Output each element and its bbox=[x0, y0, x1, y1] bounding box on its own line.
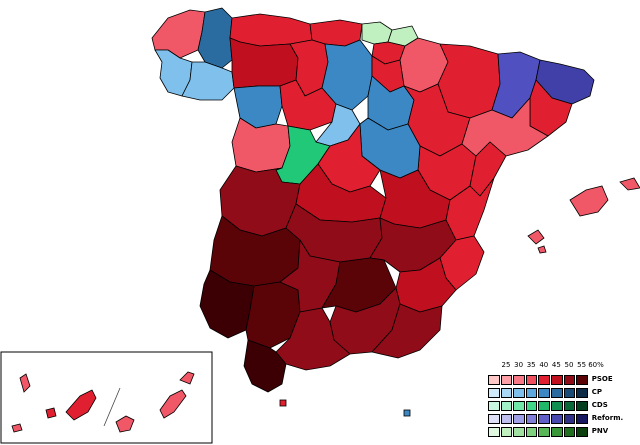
province-vizcaya bbox=[361, 21, 393, 45]
legend-swatch bbox=[550, 413, 563, 424]
scale-label: 35 bbox=[526, 361, 536, 369]
legend-swatch bbox=[550, 400, 563, 411]
legend-swatch bbox=[525, 400, 538, 411]
legend-swatch bbox=[488, 413, 500, 424]
scale-label: 30 bbox=[514, 361, 524, 369]
legend-swatch bbox=[538, 387, 550, 398]
legend-row: PNV bbox=[488, 426, 608, 437]
legend-swatch bbox=[576, 413, 588, 424]
legend-swatch bbox=[576, 426, 588, 437]
legend-swatch bbox=[500, 387, 513, 398]
legend-swatch bbox=[488, 387, 500, 398]
island-formentera bbox=[537, 245, 547, 254]
province-leon bbox=[229, 37, 299, 89]
province-cadiz bbox=[243, 339, 287, 393]
legend-party-label: CDS bbox=[591, 401, 608, 409]
scale-label: 50 bbox=[564, 361, 574, 369]
island-lanzarote bbox=[179, 371, 195, 385]
legend-swatch bbox=[500, 374, 513, 385]
legend-party-label: PNV bbox=[591, 427, 609, 435]
legend-row: Reform. bbox=[488, 413, 623, 424]
legend-swatch bbox=[576, 400, 588, 411]
legend-party-label: Reform. bbox=[591, 414, 624, 422]
legend-swatch bbox=[538, 426, 550, 437]
island-la-palma bbox=[19, 373, 31, 393]
legend-swatch bbox=[500, 426, 513, 437]
island-ibiza bbox=[527, 229, 545, 245]
legend-swatch bbox=[525, 387, 538, 398]
province-lugo bbox=[197, 7, 233, 69]
legend-swatch bbox=[513, 426, 525, 437]
legend-party-label: PSOE bbox=[591, 375, 613, 383]
province-asturias bbox=[229, 13, 313, 47]
legend-swatch bbox=[525, 413, 538, 424]
province-huesca bbox=[437, 43, 501, 119]
island-la-gomera bbox=[45, 407, 57, 419]
legend-swatch bbox=[513, 413, 525, 424]
legend-swatch bbox=[563, 400, 576, 411]
legend-swatch bbox=[563, 413, 576, 424]
legend-swatch bbox=[513, 387, 525, 398]
island-tenerife bbox=[65, 389, 97, 421]
inset-divider bbox=[103, 387, 121, 427]
legend-swatch bbox=[550, 374, 563, 385]
legend-swatch bbox=[488, 374, 500, 385]
legend-swatch bbox=[538, 413, 550, 424]
legend-swatch bbox=[563, 426, 576, 437]
legend-swatch bbox=[488, 400, 500, 411]
scale-label: 55 bbox=[577, 361, 587, 369]
scale-label: 60% bbox=[588, 361, 604, 369]
ceuta-marker bbox=[279, 399, 287, 407]
legend-swatch bbox=[500, 413, 513, 424]
legend-row: CDS bbox=[488, 400, 608, 411]
province-tarragona bbox=[461, 97, 549, 157]
province-huelva bbox=[199, 269, 255, 339]
legend: 25 30 35 40 45 50 55 60% PSOE CP CDS Reform… bbox=[488, 362, 638, 442]
legend-swatch bbox=[500, 400, 513, 411]
legend-swatch bbox=[525, 374, 538, 385]
island-gran-canaria bbox=[115, 415, 135, 433]
legend-row: CP bbox=[488, 387, 602, 398]
legend-swatch bbox=[513, 400, 525, 411]
province-almeria bbox=[371, 303, 443, 359]
legend-swatch bbox=[563, 387, 576, 398]
island-menorca bbox=[619, 177, 640, 191]
legend-swatch bbox=[550, 426, 563, 437]
legend-swatch bbox=[538, 400, 550, 411]
island-mallorca bbox=[569, 185, 609, 217]
legend-swatch bbox=[576, 374, 588, 385]
legend-swatch bbox=[538, 374, 550, 385]
legend-swatch bbox=[563, 374, 576, 385]
legend-swatch bbox=[576, 387, 588, 398]
scale-label: 40 bbox=[539, 361, 549, 369]
scale-label: 45 bbox=[551, 361, 561, 369]
legend-swatch bbox=[513, 374, 525, 385]
melilla-marker bbox=[403, 409, 411, 417]
island-fuerteventura bbox=[159, 389, 187, 419]
scale-label: 25 bbox=[501, 361, 511, 369]
island-el-hierro bbox=[11, 423, 23, 433]
legend-swatch bbox=[550, 387, 563, 398]
legend-party-label: CP bbox=[591, 388, 603, 396]
legend-swatch bbox=[525, 426, 538, 437]
legend-swatch bbox=[488, 426, 500, 437]
legend-row: PSOE bbox=[488, 374, 613, 385]
